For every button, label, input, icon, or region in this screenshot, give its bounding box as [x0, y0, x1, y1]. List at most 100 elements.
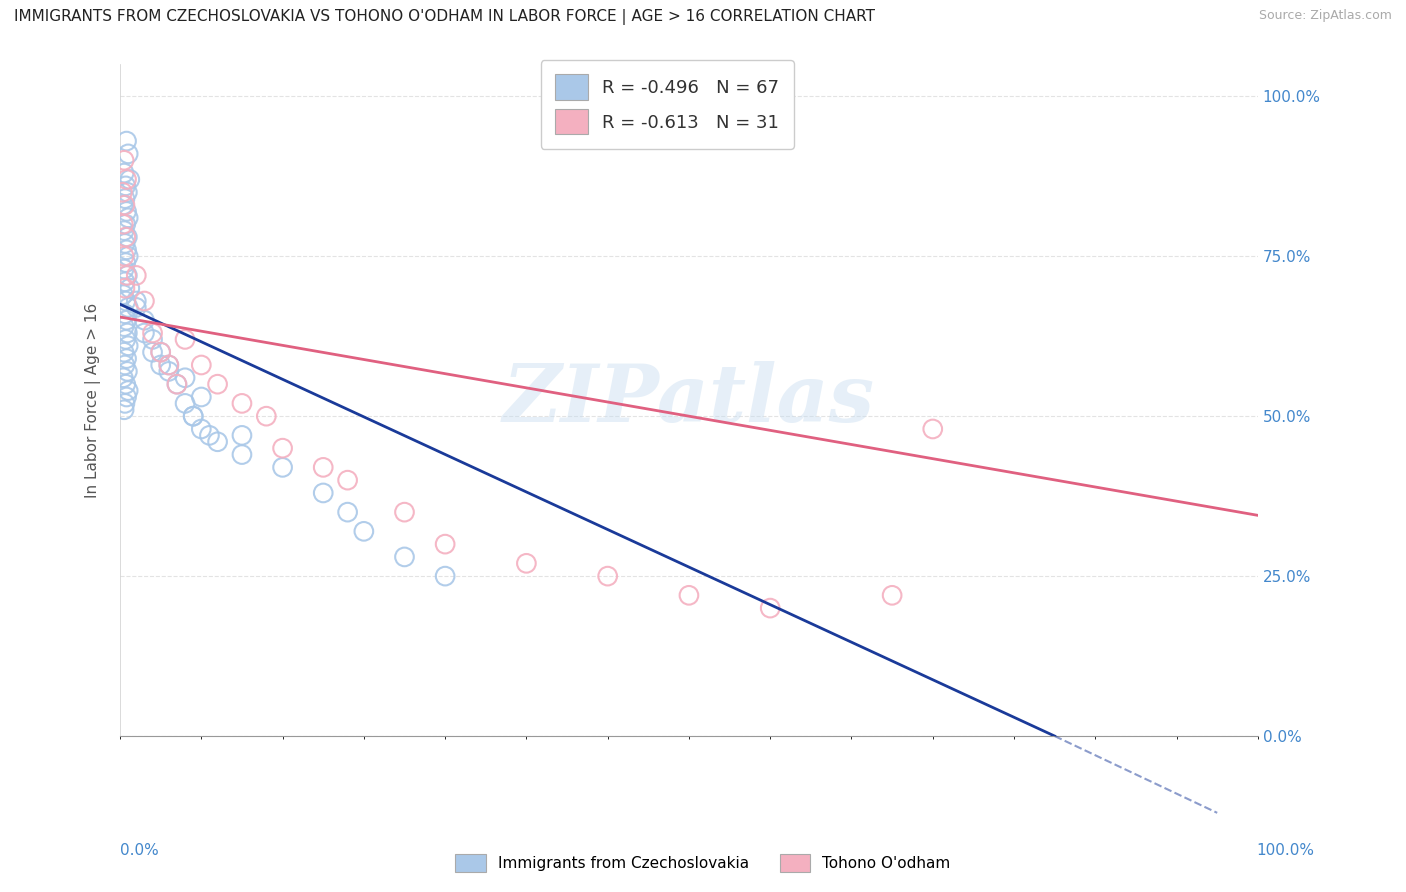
Point [515, 557, 537, 571]
Point [596, 569, 619, 583]
Text: ZIPatlas: ZIPatlas [503, 361, 875, 439]
Point [174, 333, 197, 347]
Point [112, 153, 135, 168]
Text: 100.0%: 100.0% [1257, 843, 1315, 858]
Point [190, 390, 212, 404]
Point [117, 230, 139, 244]
Point [149, 345, 172, 359]
Point [114, 275, 136, 289]
Point [112, 198, 135, 212]
Point [125, 301, 148, 315]
Point [353, 524, 375, 539]
Point [114, 192, 136, 206]
Point [114, 396, 136, 410]
Point [271, 441, 294, 455]
Point [117, 186, 139, 200]
Point [149, 345, 172, 359]
Point [336, 473, 359, 487]
Point [181, 409, 204, 424]
Point [114, 230, 136, 244]
Point [134, 326, 156, 340]
Point [114, 255, 136, 269]
Point [181, 409, 204, 424]
Point [111, 186, 134, 200]
Point [336, 505, 359, 519]
Point [112, 287, 135, 301]
Point [134, 313, 156, 327]
Point [117, 147, 139, 161]
Point [157, 364, 180, 378]
Point [157, 358, 180, 372]
Point [114, 377, 136, 392]
Point [114, 281, 136, 295]
Point [142, 345, 165, 359]
Point [112, 319, 135, 334]
Point [166, 377, 188, 392]
Point [114, 217, 136, 231]
Legend: R = -0.496   N = 67, R = -0.613   N = 31: R = -0.496 N = 67, R = -0.613 N = 31 [541, 60, 794, 149]
Point [142, 333, 165, 347]
Point [231, 396, 253, 410]
Point [125, 268, 148, 283]
Point [115, 243, 138, 257]
Text: Source: ZipAtlas.com: Source: ZipAtlas.com [1258, 9, 1392, 22]
Point [117, 268, 139, 283]
Point [166, 377, 188, 392]
Point [112, 371, 135, 385]
Point [190, 422, 212, 436]
Point [271, 460, 294, 475]
Point [115, 390, 138, 404]
Point [231, 448, 253, 462]
Point [125, 293, 148, 308]
Point [312, 486, 335, 500]
Point [198, 428, 221, 442]
Point [174, 396, 197, 410]
Point [174, 371, 197, 385]
Point [190, 358, 212, 372]
Point [115, 134, 138, 148]
Point [115, 351, 138, 366]
Point [759, 601, 782, 615]
Point [115, 313, 138, 327]
Point [112, 224, 135, 238]
Point [114, 307, 136, 321]
Point [114, 358, 136, 372]
Point [115, 204, 138, 219]
Point [112, 166, 135, 180]
Point [117, 364, 139, 378]
Point [434, 537, 457, 551]
Point [157, 358, 180, 372]
Point [118, 281, 141, 295]
Point [117, 384, 139, 398]
Point [117, 326, 139, 340]
Point [117, 249, 139, 263]
Point [112, 217, 135, 231]
Legend: Immigrants from Czechoslovakia, Tohono O'odham: Immigrants from Czechoslovakia, Tohono O… [443, 841, 963, 884]
Point [394, 505, 416, 519]
Point [118, 172, 141, 186]
Point [114, 293, 136, 308]
Point [115, 172, 138, 186]
Text: IMMIGRANTS FROM CZECHOSLOVAKIA VS TOHONO O'ODHAM IN LABOR FORCE | AGE > 16 CORRE: IMMIGRANTS FROM CZECHOSLOVAKIA VS TOHONO… [14, 9, 875, 25]
Point [434, 569, 457, 583]
Point [114, 198, 136, 212]
Point [231, 428, 253, 442]
Point [117, 339, 139, 353]
Y-axis label: In Labor Force | Age > 16: In Labor Force | Age > 16 [86, 302, 101, 498]
Point [142, 326, 165, 340]
Point [114, 178, 136, 193]
Point [254, 409, 277, 424]
Point [207, 434, 229, 449]
Point [114, 333, 136, 347]
Point [117, 301, 139, 315]
Point [882, 588, 904, 602]
Point [114, 236, 136, 251]
Point [207, 377, 229, 392]
Point [312, 460, 335, 475]
Text: 0.0%: 0.0% [120, 843, 159, 858]
Point [115, 268, 138, 283]
Point [394, 549, 416, 564]
Point [117, 211, 139, 225]
Point [112, 249, 135, 263]
Point [921, 422, 943, 436]
